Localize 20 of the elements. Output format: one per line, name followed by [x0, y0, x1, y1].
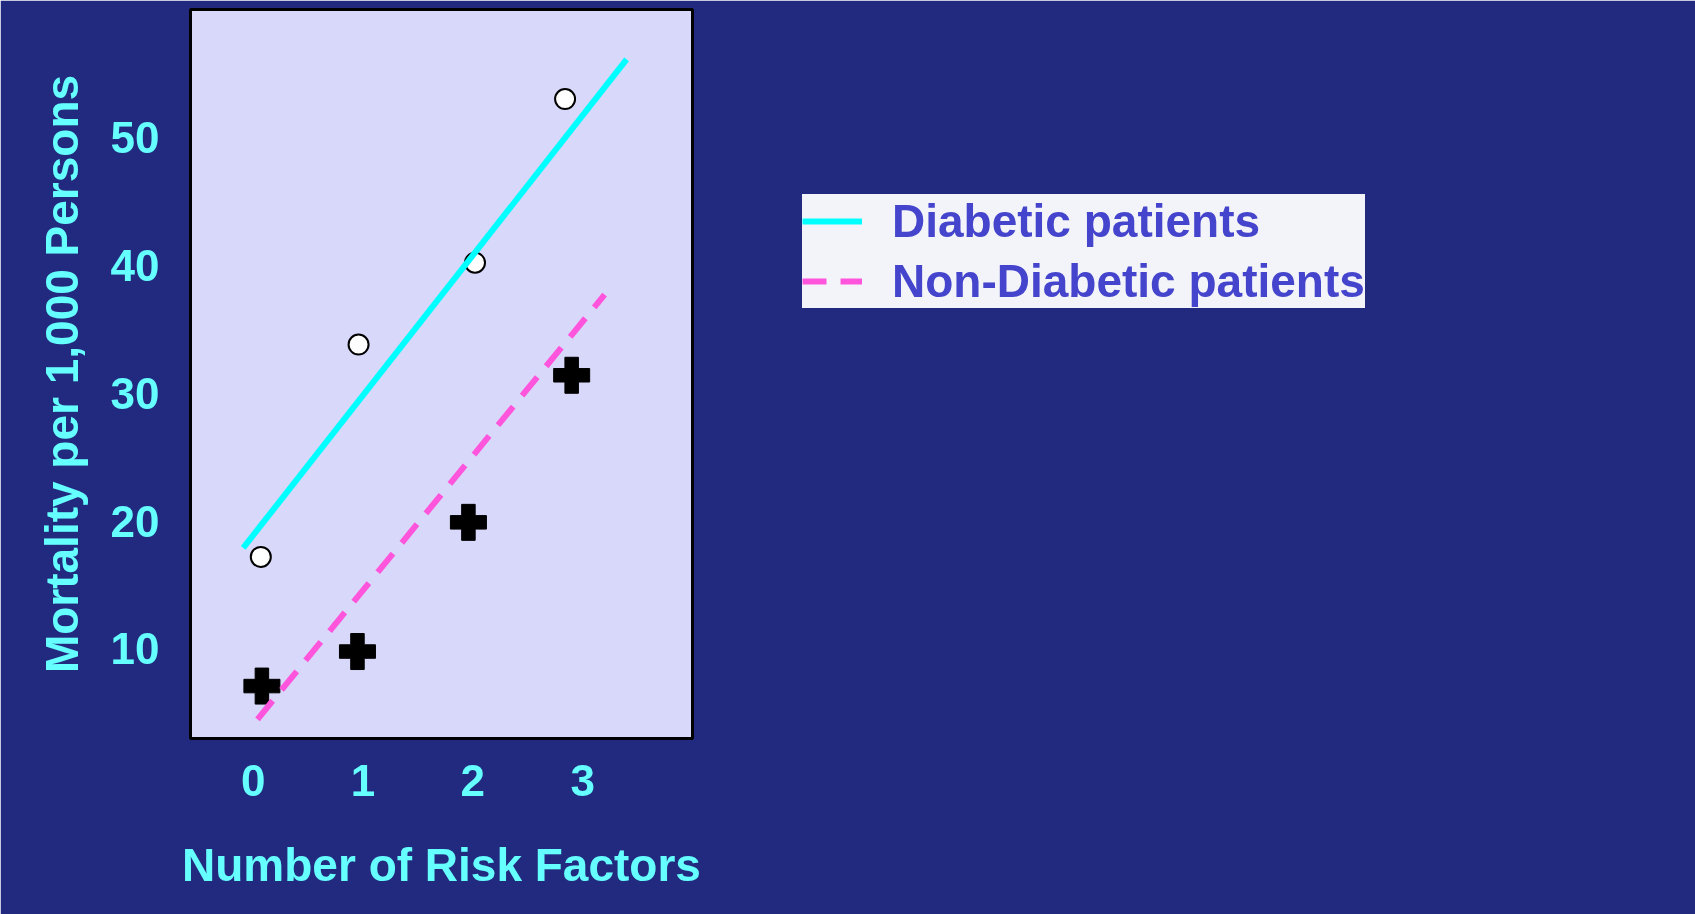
- y-tick-label: 50: [110, 112, 160, 162]
- point: [553, 356, 591, 394]
- x-tick-label: 2: [460, 755, 486, 805]
- y-tick-label: 40: [110, 240, 160, 290]
- y-tick-label: 10: [110, 624, 160, 674]
- point: [449, 503, 487, 541]
- point: [554, 88, 577, 111]
- x-tick-label: 0: [240, 755, 266, 805]
- y-tick-label: 20: [110, 496, 160, 546]
- point: [243, 667, 281, 705]
- x-axis-title: Number of Risk Factors: [182, 838, 701, 891]
- x-tick-label: 1: [350, 755, 376, 805]
- point: [338, 633, 376, 671]
- point: [249, 545, 272, 568]
- x-tick-label: 3: [570, 755, 595, 805]
- y-tick-label: 30: [110, 368, 160, 418]
- legend-label: Diabetic patients: [892, 194, 1261, 248]
- legend-label: Non-Diabetic patients: [892, 254, 1365, 308]
- point: [347, 333, 370, 356]
- y-axis-title: Mortality per 1,000 Persons: [35, 74, 88, 674]
